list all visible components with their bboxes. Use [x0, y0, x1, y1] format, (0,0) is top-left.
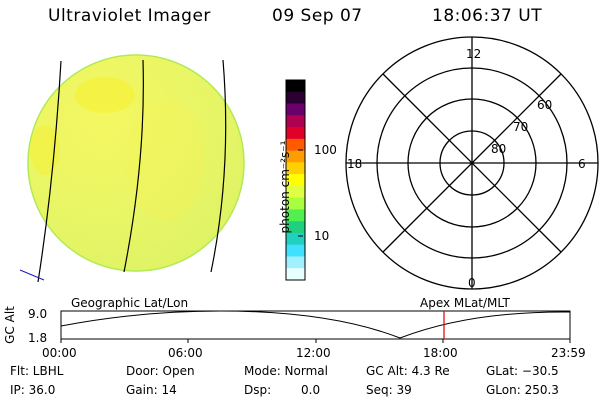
instrument-title: Ultraviolet Imager — [48, 6, 211, 26]
colorbar-ticks — [298, 149, 303, 237]
colorbar-swatch — [286, 162, 305, 175]
colorbar-swatch — [286, 174, 305, 187]
status-seq: Seq: 39 — [366, 383, 412, 397]
colorbar-swatch — [286, 185, 305, 199]
y-tick-1-8: 1.8 — [28, 331, 48, 345]
colorbar-swatch — [286, 221, 305, 234]
x-tick-2359: 23:59 — [551, 346, 586, 360]
status-glat: GLat: −30.5 — [486, 364, 559, 378]
status-filter: Flt: LBHL — [10, 364, 64, 378]
altitude-curve — [60, 310, 571, 339]
status-dsp-value: 0.0 — [301, 383, 321, 397]
colorbar-swatch — [286, 197, 305, 210]
status-door: Door: Open — [126, 364, 195, 378]
colorbar-swatch — [286, 91, 305, 105]
meridian-line-2 — [123, 59, 144, 273]
observation-date: 09 Sep 07 — [272, 6, 363, 26]
colorbar-frame — [285, 79, 306, 281]
lat-label-70: 70 — [513, 120, 529, 134]
colorbar-swatch — [286, 256, 305, 269]
mlt-label-18: 18 — [347, 157, 363, 171]
timeline-left-label: Geographic Lat/Lon — [71, 296, 189, 310]
status-gc-alt: GC Alt: 4.3 Re — [366, 364, 450, 378]
mlt-label-12: 12 — [466, 47, 482, 61]
x-tick-1800: 18:00 — [423, 346, 458, 360]
meridian-line-3 — [210, 59, 227, 273]
status-mode: Mode: Normal — [244, 364, 328, 378]
limb-marker — [19, 269, 45, 281]
status-dsp-label: Dsp: — [244, 383, 272, 397]
colorbar-unit-label: photon cm⁻²s⁻¹ — [278, 140, 292, 234]
colorbar-swatch — [286, 150, 305, 163]
status-glon: GLon: 250.3 — [486, 383, 559, 397]
polar-plot — [345, 36, 599, 290]
colorbar-tick-100: 100 — [314, 143, 337, 157]
lat-label-60: 60 — [537, 98, 553, 112]
x-tick-0000: 00:00 — [42, 346, 77, 360]
timeline-y-axis-label: GC Alt — [2, 306, 17, 344]
mlt-label-0: 0 — [468, 276, 476, 290]
colorbar-swatch — [286, 244, 305, 257]
timeline-right-label: Apex MLat/MLT — [420, 296, 510, 310]
status-gain: Gain: 14 — [126, 383, 177, 397]
y-tick-9: 9.0 — [28, 307, 48, 321]
colorbar-swatch — [286, 268, 305, 281]
mlt-label-6: 6 — [578, 157, 586, 171]
status-ip: IP: 36.0 — [10, 383, 56, 397]
colorbar-swatch — [286, 138, 305, 152]
colorbar-tick-10: 10 — [314, 229, 330, 243]
colorbar — [285, 79, 306, 281]
colorbar-swatch — [286, 103, 305, 116]
timeline-plot — [60, 310, 571, 343]
x-tick-0600: 06:00 — [168, 346, 203, 360]
lat-label-80: 80 — [491, 142, 507, 156]
colorbar-swatch — [286, 209, 305, 222]
colorbar-swatch — [286, 127, 305, 140]
observation-time: 18:06:37 UT — [432, 6, 543, 26]
colorbar-swatch — [286, 115, 305, 128]
colorbar-swatch — [286, 80, 305, 93]
meridian-line-1 — [37, 60, 62, 283]
x-tick-1200: 12:00 — [296, 346, 331, 360]
